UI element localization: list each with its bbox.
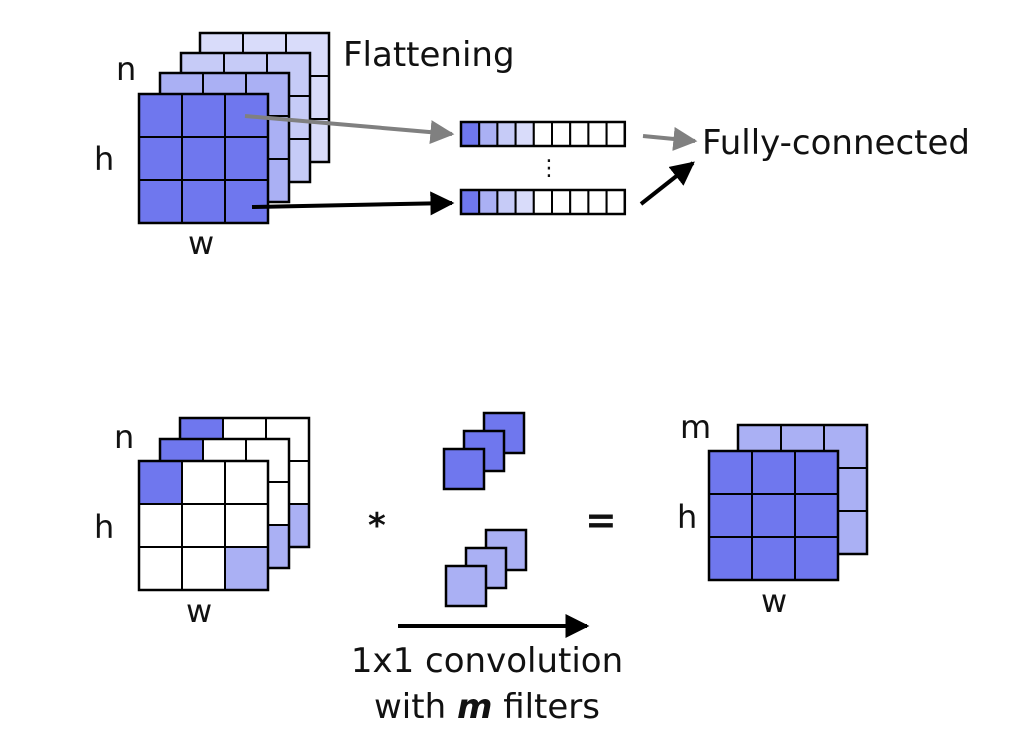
- feature-layer-1: [137, 92, 270, 225]
- equals-operator: =: [585, 498, 617, 542]
- grid-cell: [224, 136, 269, 181]
- fc-arrow-black: [639, 161, 695, 206]
- grid-cell: [794, 450, 839, 495]
- output-feature-stack: [707, 423, 869, 582]
- grid-cell: [138, 136, 183, 181]
- convolution-operator: *: [368, 506, 386, 546]
- label-m: m: [680, 408, 711, 446]
- vector-cell: [551, 121, 572, 147]
- grid-cell: [751, 493, 796, 538]
- label-h-bottom: h: [94, 508, 114, 546]
- label-n: n: [116, 50, 136, 88]
- vector-cell: [478, 189, 499, 215]
- grid-cell: [138, 460, 183, 505]
- layer-outline: [137, 459, 270, 592]
- flatten-arrow-gray: [244, 114, 455, 145]
- caption-filters: filters: [503, 687, 600, 727]
- conv-section: n h w * = m h w 1x1 convolution with m f…: [94, 408, 869, 727]
- grid-cell: [224, 460, 269, 505]
- caption-m: m: [457, 687, 492, 727]
- input-conv-stack: [137, 416, 311, 592]
- fc-arrow-gray: [642, 126, 698, 151]
- filter-group-light: [444, 528, 528, 608]
- vector-cell: [605, 189, 626, 215]
- vector-cell: [587, 189, 608, 215]
- vector-cell: [532, 121, 553, 147]
- grid-cell: [181, 460, 226, 505]
- grid-cell: [138, 546, 183, 591]
- grid-cell: [751, 536, 796, 581]
- vector-cell: [514, 189, 535, 215]
- vector-cell: [569, 189, 590, 215]
- layer-outline: [707, 449, 840, 582]
- grid-cell: [181, 136, 226, 181]
- vector-cell: [605, 121, 626, 147]
- filter-square: [444, 564, 488, 608]
- vector-cell: [514, 121, 535, 147]
- caption-line2: with m filters: [374, 687, 600, 727]
- layer-outline: [137, 92, 270, 225]
- grid-cell: [708, 493, 753, 538]
- filter-square: [442, 447, 486, 491]
- flatten-arrow-black: [251, 191, 455, 216]
- label-w-output: w: [761, 582, 787, 620]
- grid-cell: [181, 179, 226, 224]
- grid-cell: [224, 179, 269, 224]
- vector-cell: [551, 189, 572, 215]
- caption-line1: 1x1 convolution: [351, 641, 623, 681]
- label-w: w: [188, 224, 214, 262]
- vector-outline: [459, 188, 627, 216]
- grid-cell: [708, 536, 753, 581]
- vector-cell: [587, 121, 608, 147]
- vector-cell: [496, 121, 517, 147]
- grid-cell: [224, 546, 269, 591]
- vector-outline: [459, 120, 627, 148]
- vector-cell: [569, 121, 590, 147]
- grid-cell: [181, 503, 226, 548]
- conv-layer-1: [137, 459, 270, 592]
- grid-cell: [794, 536, 839, 581]
- grid-cell: [138, 503, 183, 548]
- output-layer-1: [707, 449, 840, 582]
- vector-ellipsis: ⋮: [538, 156, 560, 181]
- flattened-vector-last: [459, 188, 627, 216]
- vector-cell: [496, 189, 517, 215]
- grid-cell: [224, 503, 269, 548]
- vector-cell: [460, 189, 481, 215]
- grid-cell: [181, 546, 226, 591]
- vector-cell: [478, 121, 499, 147]
- grid-cell: [138, 179, 183, 224]
- flatten-section: n h w Flattening ⋮ Fully-connected: [94, 31, 970, 262]
- grid-cell: [181, 93, 226, 138]
- input-feature-stack: [137, 31, 331, 225]
- grid-cell: [794, 493, 839, 538]
- vector-cell: [460, 121, 481, 147]
- vector-cell: [532, 189, 553, 215]
- grid-cell: [708, 450, 753, 495]
- fully-connected-label: Fully-connected: [702, 123, 970, 163]
- label-h-output: h: [677, 498, 697, 536]
- label-n-bottom: n: [114, 418, 134, 456]
- filter-group-dark: [442, 411, 526, 491]
- grid-cell: [138, 93, 183, 138]
- label-h: h: [94, 140, 114, 178]
- label-w-bottom: w: [186, 592, 212, 630]
- flattening-title: Flattening: [343, 35, 515, 75]
- caption-with: with: [374, 687, 446, 727]
- grid-cell: [751, 450, 796, 495]
- flattened-vector-first: [459, 120, 627, 148]
